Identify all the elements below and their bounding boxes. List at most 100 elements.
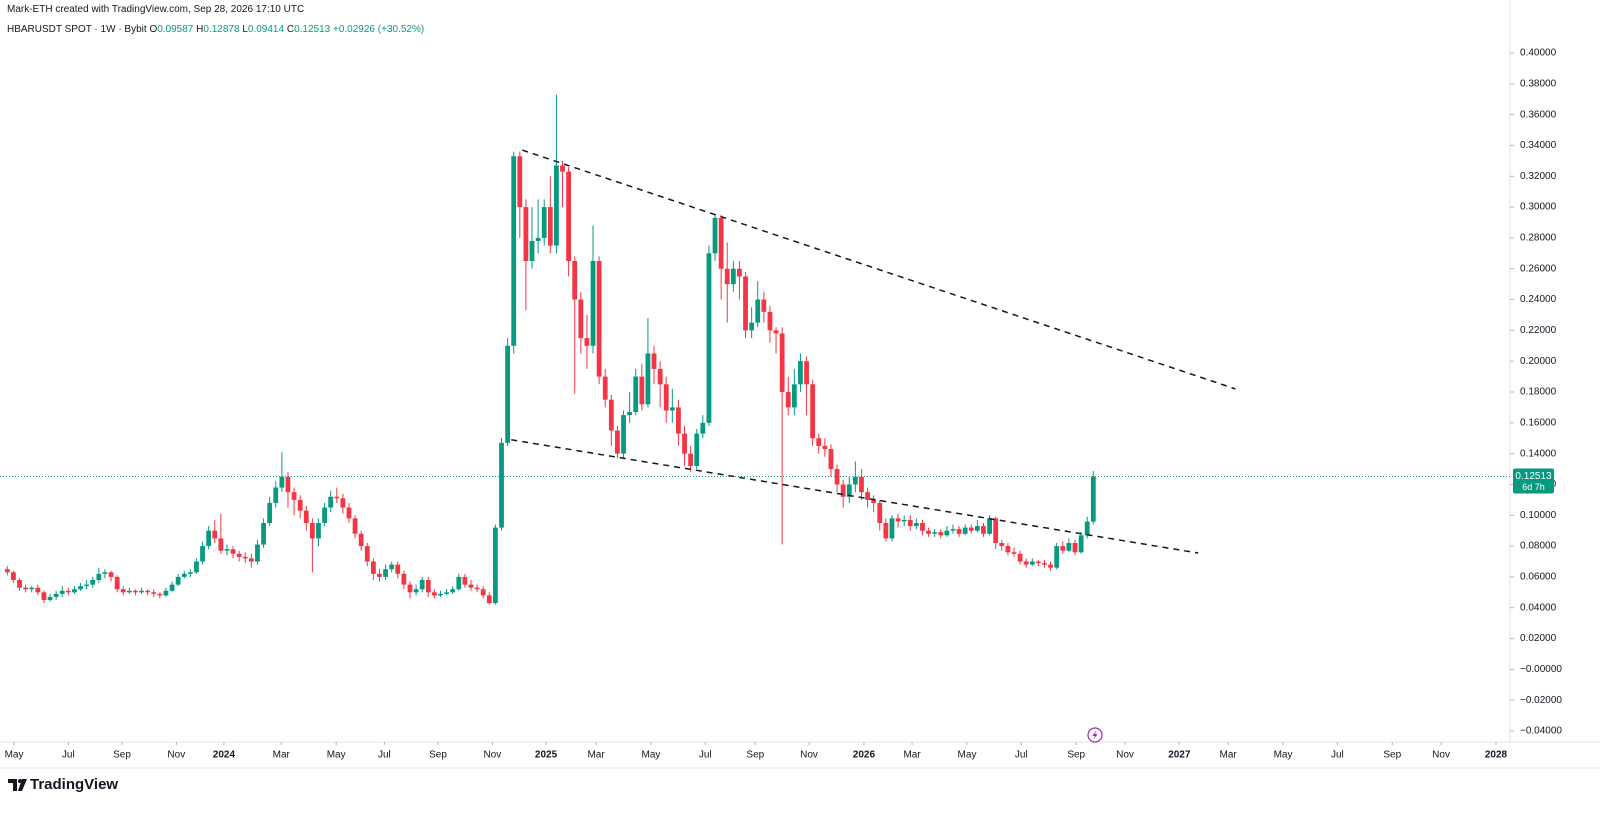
candle-body (511, 156, 517, 346)
y-tick-label: 0.08000 (1520, 541, 1557, 552)
credit: Mark-ETH created with TradingView.com, S… (7, 4, 305, 15)
y-tick-label: 0.16000 (1520, 417, 1557, 428)
candle-body (645, 353, 651, 405)
candle-body (126, 590, 132, 593)
candle-body (907, 519, 913, 527)
candle-body (883, 522, 889, 539)
candle-body (480, 589, 486, 596)
candle-body (285, 476, 291, 493)
ohlc-value: 0.09414 (247, 24, 285, 35)
y-tick-label: 0.36000 (1520, 109, 1557, 120)
candles (4, 94, 1096, 605)
candle-body (4, 569, 10, 573)
candle-body (267, 502, 273, 523)
candle-body (846, 484, 852, 497)
candle-body (865, 492, 870, 500)
candle-body (767, 311, 773, 331)
x-tick-label: May (958, 750, 977, 761)
candle-body (370, 561, 376, 574)
y-tick-label: 0.38000 (1520, 78, 1557, 89)
candle-body (999, 543, 1005, 547)
x-tick-label: Nov (1116, 750, 1134, 761)
y-tick-label: 0.34000 (1520, 140, 1557, 151)
x-tick-label: May (1274, 750, 1293, 761)
candle-body (1005, 546, 1011, 553)
x-tick-label: Sep (429, 750, 447, 761)
candle-body (108, 572, 114, 577)
ohlc-value: 0.12513 (294, 24, 331, 35)
candle-body (791, 384, 797, 408)
ohlc-value: 0.12878 (203, 24, 240, 35)
candle-body (828, 449, 834, 470)
y-tick-label: −0.00000 (1520, 664, 1562, 675)
candle-body (230, 549, 236, 554)
candle-body (297, 499, 303, 511)
candle-body (822, 445, 828, 450)
candle-body (1078, 535, 1084, 553)
x-tick-label: 2026 (853, 750, 876, 761)
x-tick-label: 2027 (1168, 750, 1191, 761)
candle-body (566, 171, 572, 262)
candle-body (932, 532, 938, 534)
candle-body (560, 165, 565, 172)
candle-body (279, 476, 285, 488)
candle-body (468, 584, 474, 588)
x-tick-label: Nov (1432, 750, 1450, 761)
candle-body (29, 587, 35, 590)
countdown-label: 6d 7h (1522, 482, 1545, 492)
candle-body (200, 546, 205, 562)
candle-body (761, 299, 767, 312)
x-tick-label: Jul (699, 750, 712, 761)
candle-body (316, 522, 321, 539)
y-tick-label: 0.18000 (1520, 387, 1557, 398)
x-tick-label: Nov (167, 750, 185, 761)
x-tick-label: Sep (1383, 750, 1401, 761)
candle-body (389, 564, 395, 570)
candle-body (53, 593, 59, 597)
candle-body (157, 593, 163, 596)
candle-body (669, 407, 675, 411)
candle-body (493, 527, 498, 604)
candle-body (206, 530, 212, 547)
candle-body (852, 476, 858, 485)
candle-body (1072, 543, 1078, 553)
candle-body (743, 276, 748, 331)
ohlc-value: 0.09587 (157, 24, 194, 35)
candle-body (450, 589, 456, 593)
candle-body (956, 529, 962, 534)
candle-body (78, 586, 83, 590)
candle-body (102, 572, 108, 574)
candle-body (871, 499, 877, 503)
candle-body (23, 587, 29, 590)
candle-body (309, 522, 315, 539)
candle-body (438, 593, 443, 596)
candle-body (676, 407, 681, 434)
x-tick-label: Sep (1067, 750, 1085, 761)
candle-body (505, 345, 511, 443)
candle-body (920, 522, 925, 531)
candle-body (456, 576, 462, 590)
y-tick-label: 0.02000 (1520, 633, 1557, 644)
candle-body (212, 530, 218, 539)
candle-body (218, 538, 224, 551)
candle-body (1054, 546, 1060, 568)
candle-body (413, 589, 419, 593)
candle-body (590, 261, 596, 346)
candle-body (535, 237, 541, 241)
brand-logo (8, 779, 27, 791)
x-tick-label: Nov (483, 750, 501, 761)
candle-body (224, 549, 230, 551)
candle-body (59, 590, 65, 594)
candle-body (1023, 561, 1029, 565)
candle-body (968, 527, 974, 531)
ohlc-letter: C (286, 24, 295, 35)
x-tick-label: Sep (113, 750, 131, 761)
candle-body (1017, 553, 1023, 562)
last-price-label: 0.12513 (1515, 471, 1552, 482)
candle-body (261, 522, 266, 545)
candle-body (17, 579, 22, 588)
candle-body (145, 590, 151, 593)
brand: TradingView (30, 776, 118, 793)
candle-body (621, 415, 626, 454)
candle-body (96, 573, 102, 580)
